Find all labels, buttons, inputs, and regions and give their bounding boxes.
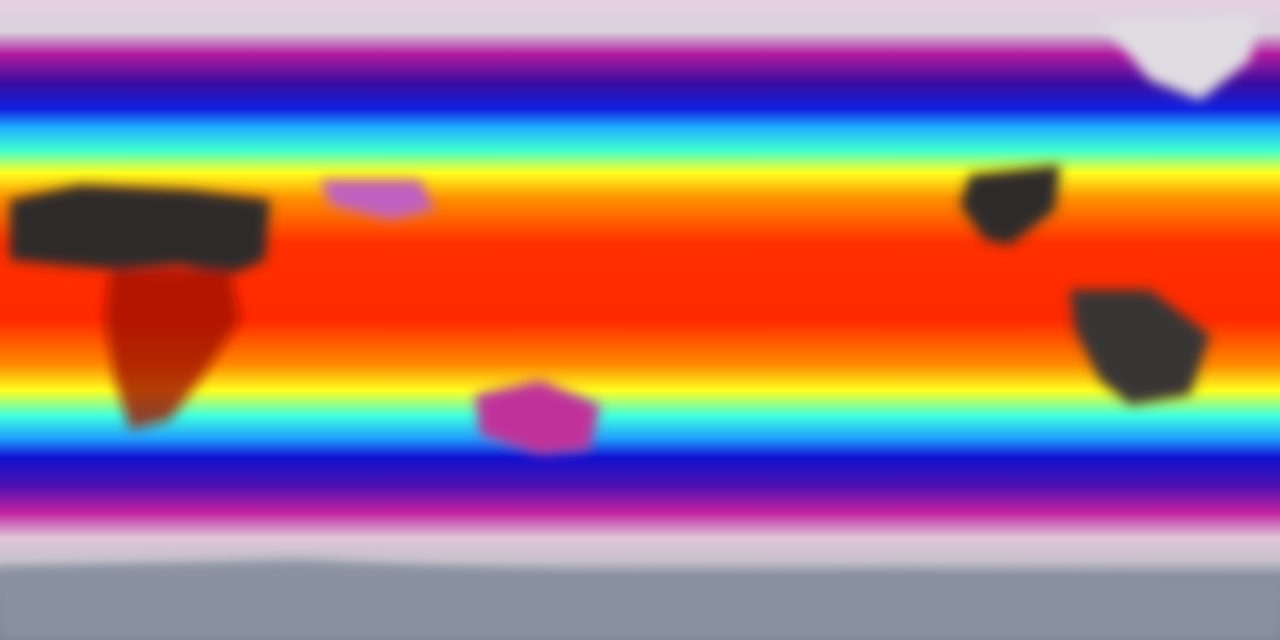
south-america-hot-region <box>1070 290 1210 405</box>
north-africa-hot-region <box>10 185 270 275</box>
greenland-region <box>1100 15 1260 100</box>
tibetan-plateau-region <box>320 180 435 220</box>
africa-warm-outline <box>105 270 240 430</box>
antarctica-region <box>0 560 1280 640</box>
north-america-hot-region <box>960 165 1060 245</box>
australia-region <box>475 380 600 455</box>
